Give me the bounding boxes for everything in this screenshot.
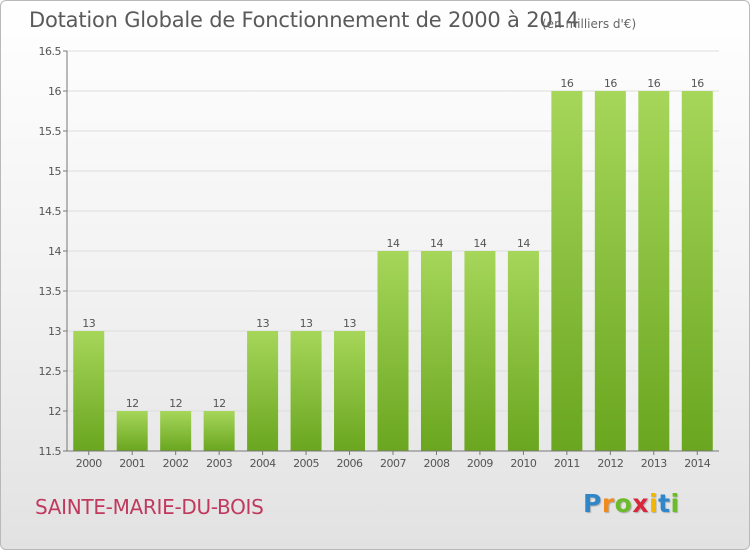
bar-2014 — [681, 91, 713, 451]
x-tick-label: 2002 — [163, 457, 189, 470]
bar-2010 — [507, 251, 539, 451]
logo-letter: t — [658, 489, 671, 518]
y-tick-label: 12 — [48, 405, 61, 418]
logo-letter: P — [583, 489, 602, 518]
logo-letter: i — [670, 489, 680, 518]
x-tick-label: 2007 — [380, 457, 406, 470]
x-tick-label: 2010 — [510, 457, 536, 470]
bar-2005 — [290, 331, 322, 451]
data-label: 16 — [560, 77, 573, 90]
logo-letter: x — [632, 489, 649, 518]
commune-name: SAINTE-MARIE-DU-BOIS — [35, 495, 264, 519]
data-label: 14 — [473, 237, 486, 250]
x-tick-label: 2014 — [684, 457, 710, 470]
y-tick-label: 13.5 — [39, 285, 62, 298]
data-label: 12 — [213, 397, 226, 410]
bar-2006 — [334, 331, 366, 451]
logo-letter: o — [614, 489, 633, 518]
bar-2009 — [464, 251, 496, 451]
y-tick-label: 16.5 — [39, 45, 62, 58]
bar-2001 — [116, 411, 148, 451]
bar-2011 — [551, 91, 583, 451]
y-tick-label: 16 — [48, 85, 61, 98]
y-tick-label: 13 — [48, 325, 61, 338]
data-label: 13 — [256, 317, 269, 330]
x-tick-label: 2011 — [554, 457, 580, 470]
x-tick-label: 2005 — [293, 457, 319, 470]
logo-letter: i — [649, 489, 659, 518]
data-label: 14 — [517, 237, 530, 250]
x-tick-label: 2012 — [597, 457, 623, 470]
data-label: 14 — [387, 237, 400, 250]
x-tick-label: 2013 — [641, 457, 667, 470]
y-tick-label: 15.5 — [39, 125, 62, 138]
x-tick-label: 2006 — [337, 457, 363, 470]
proxiti-logo: Proxiti — [583, 489, 680, 518]
x-tick-label: 2008 — [423, 457, 449, 470]
x-tick-label: 2004 — [250, 457, 276, 470]
bar-2012 — [594, 91, 626, 451]
chart-subtitle: (en milliers d'€) — [542, 17, 637, 31]
x-tick-label: 2000 — [76, 457, 102, 470]
data-label: 16 — [647, 77, 660, 90]
data-label: 12 — [126, 397, 139, 410]
bar-2004 — [247, 331, 279, 451]
data-label: 12 — [169, 397, 182, 410]
data-label: 13 — [300, 317, 313, 330]
x-tick-label: 2003 — [206, 457, 232, 470]
bar-2013 — [638, 91, 670, 451]
data-label: 13 — [82, 317, 95, 330]
y-tick-label: 14.5 — [39, 205, 62, 218]
data-label: 13 — [343, 317, 356, 330]
bar-2007 — [377, 251, 409, 451]
y-tick-label: 14 — [48, 245, 61, 258]
bar-2003 — [203, 411, 235, 451]
x-tick-label: 2009 — [467, 457, 493, 470]
bar-2002 — [160, 411, 192, 451]
bar-2008 — [420, 251, 452, 451]
y-tick-label: 12.5 — [39, 365, 62, 378]
bar-2000 — [73, 331, 105, 451]
data-label: 14 — [430, 237, 443, 250]
y-tick-label: 15 — [48, 165, 61, 178]
chart-title: Dotation Globale de Fonctionnement de 20… — [29, 8, 579, 32]
data-label: 16 — [604, 77, 617, 90]
logo-letter: r — [601, 489, 615, 518]
data-label: 16 — [691, 77, 704, 90]
y-tick-label: 11.5 — [39, 445, 62, 458]
x-tick-label: 2001 — [119, 457, 145, 470]
